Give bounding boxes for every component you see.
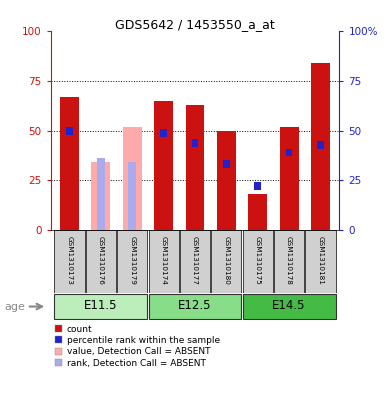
Bar	[311, 63, 330, 230]
Text: GSM1310175: GSM1310175	[255, 236, 261, 285]
Bar	[180, 230, 210, 293]
Bar	[192, 139, 198, 147]
Bar	[286, 149, 292, 156]
Bar	[305, 230, 335, 293]
Bar	[186, 105, 204, 230]
Bar	[274, 230, 304, 293]
Bar	[149, 294, 241, 319]
Bar	[280, 127, 298, 230]
Text: GSM1310181: GSM1310181	[317, 236, 323, 285]
Bar	[243, 294, 335, 319]
Text: GSM1310178: GSM1310178	[286, 236, 292, 285]
Text: GSM1310173: GSM1310173	[67, 236, 73, 285]
Legend: count, percentile rank within the sample, value, Detection Call = ABSENT, rank, : count, percentile rank within the sample…	[55, 325, 220, 367]
Bar	[154, 101, 173, 230]
Bar	[123, 127, 142, 230]
Bar	[60, 97, 79, 230]
Text: GSM1310180: GSM1310180	[223, 236, 229, 285]
Text: GSM1310176: GSM1310176	[98, 236, 104, 285]
Bar	[160, 129, 167, 137]
Bar	[66, 127, 73, 135]
Bar	[317, 141, 324, 149]
Text: GSM1310179: GSM1310179	[129, 236, 135, 285]
Text: GSM1310177: GSM1310177	[192, 236, 198, 285]
Bar	[149, 230, 179, 293]
Bar	[128, 162, 136, 230]
Bar	[248, 194, 267, 230]
Bar	[217, 130, 236, 230]
Text: age: age	[4, 301, 25, 312]
Bar	[55, 294, 147, 319]
Text: GSM1310174: GSM1310174	[161, 236, 167, 285]
Text: E11.5: E11.5	[84, 299, 118, 312]
Bar	[92, 162, 110, 230]
Bar	[97, 158, 105, 230]
Bar	[254, 182, 261, 190]
Text: GDS5642 / 1453550_a_at: GDS5642 / 1453550_a_at	[115, 18, 275, 31]
Text: E14.5: E14.5	[272, 299, 306, 312]
Bar	[243, 230, 273, 293]
Bar	[223, 160, 230, 168]
Bar	[86, 230, 116, 293]
Bar	[211, 230, 241, 293]
Bar	[55, 230, 85, 293]
Bar	[117, 230, 147, 293]
Text: E12.5: E12.5	[178, 299, 212, 312]
